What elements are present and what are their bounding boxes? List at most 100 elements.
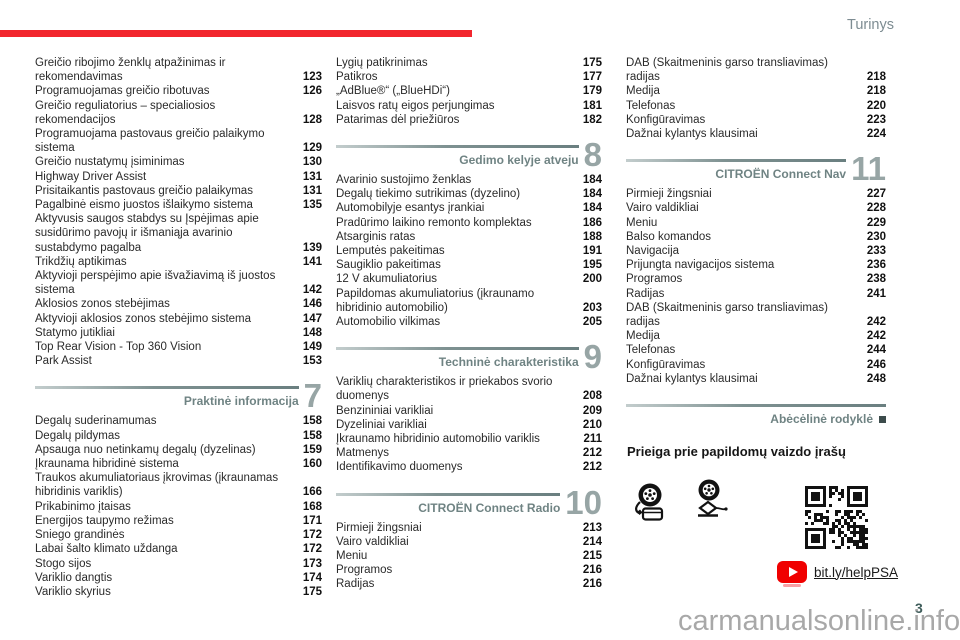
toc-entry: Telefonas 244 <box>626 343 886 357</box>
section-rule <box>626 404 886 408</box>
toc-entry: Aktyvioji aklosios zonos stebėjimo siste… <box>35 312 322 326</box>
toc-entry-label: Programuojamas greičio ribotuvas <box>35 85 210 98</box>
toc-entry-label: DAB (Skaitmeninis garso transliavimas) r… <box>626 301 828 329</box>
chapter-section-header: CITROËN Connect Nav 11 <box>626 150 886 188</box>
toc-entry-page: 218 <box>866 71 886 84</box>
toc-entry: DAB (Skaitmeninis garso transliavimas) r… <box>626 56 886 84</box>
toc-entry-label: Dyzeliniai varikliai <box>336 418 427 431</box>
toc-entry: Greičio reguliatorius – specialiosios re… <box>35 99 322 127</box>
toc-entry-label: Variklio skyrius <box>35 585 111 598</box>
toc-entry: Medija 218 <box>626 84 886 98</box>
toc-entry-page: 223 <box>866 113 886 126</box>
toc-entry-page: 224 <box>866 128 886 141</box>
toc-entry-page: 238 <box>866 273 886 286</box>
toc-entry-page: 195 <box>582 259 602 272</box>
toc-entry-label: Medija <box>626 330 660 343</box>
chapter-number: 11 <box>851 150 886 188</box>
toc-entry-page: 139 <box>302 241 322 254</box>
toc-entry-page: 182 <box>582 113 602 126</box>
toc-entry-page: 230 <box>866 230 886 243</box>
toc-entry-label: Pagalbinė eismo juostos išlaikymo sistem… <box>35 199 253 212</box>
toc-entry: Lemputės pakeitimas 191 <box>336 244 602 258</box>
toc-entry-label: Patarimas dėl priežiūros <box>336 113 460 126</box>
toc-entry: Highway Driver Assist 131 <box>35 170 322 184</box>
toc-entry-page: 129 <box>302 142 322 155</box>
toc-entry-label: Labai šalto klimato uždanga <box>35 543 178 556</box>
toc-entry: Meniu 229 <box>626 216 886 230</box>
toc-entry-page: 173 <box>302 557 322 570</box>
toc-entry-page: 205 <box>582 316 602 329</box>
toc-entry: Navigacija 233 <box>626 244 886 258</box>
toc-entry-page: 229 <box>866 216 886 229</box>
toc-entry-label: Automobilio vilkimas <box>336 316 441 329</box>
toc-entry-page: 172 <box>302 529 322 542</box>
toc-entry-label: Degalų tiekimo sutrikimas (dyzelino) <box>336 188 521 201</box>
accent-bar <box>0 30 472 37</box>
toc-entry-page: 242 <box>866 330 886 343</box>
toc-entry-page: 131 <box>302 170 322 183</box>
toc-entry-page: 218 <box>866 85 886 98</box>
toc-entry-label: Patikros <box>336 71 378 84</box>
toc-entry-page: 242 <box>866 316 886 329</box>
scissor-jack-icon <box>688 479 736 529</box>
toc-entry-label: DAB (Skaitmeninis garso transliavimas) r… <box>626 57 828 84</box>
toc-entry-page: 159 <box>302 443 322 456</box>
toc-entry: Matmenys 212 <box>336 446 602 460</box>
toc-entry: Identifikavimo duomenys 212 <box>336 460 602 474</box>
toc-entry: Telefonas 220 <box>626 99 886 113</box>
toc-entry: Aklosios zonos stebėjimas 146 <box>35 297 322 311</box>
toc-entry-label: „AdBlue®“ („BlueHDi“) <box>336 85 450 98</box>
toc-entry: Įkraunamo hibridinio automobilio varikli… <box>336 432 602 446</box>
toc-entry-label: Balso komandos <box>626 230 712 243</box>
toc-entry-label: Aklosios zonos stebėjimas <box>35 298 170 311</box>
toc-entry: Radijas 241 <box>626 287 886 301</box>
toc-entry: Atsarginis ratas 188 <box>336 230 602 244</box>
toc-entry-label: Vairo valdikliai <box>336 535 409 548</box>
toc-entry-page: 188 <box>582 230 602 243</box>
toc-entry-label: Programos <box>626 273 683 286</box>
toc-entry: Dyzeliniai varikliai 210 <box>336 418 602 432</box>
toc-entry-page: 142 <box>302 284 322 297</box>
toc-entry-page: 131 <box>302 184 322 197</box>
toc-entry-label: Meniu <box>626 216 658 229</box>
toc-entry-label: Degalų pildymas <box>35 429 121 442</box>
toc-entry-label: Lemputės pakeitimas <box>336 245 445 258</box>
toc-entry-page: 158 <box>302 429 322 442</box>
toc-entry-label: Aktyvioji perspėjimo apie išvažiavimą iš… <box>35 270 276 297</box>
toc-entry-label: Navigacija <box>626 245 680 258</box>
toc-entry-page: 135 <box>302 199 322 212</box>
toc-entry: Laisvos ratų eigos perjungimas 181 <box>336 99 602 113</box>
toc-entry-page: 158 <box>302 415 322 428</box>
toc-entry: Programos 216 <box>336 563 602 577</box>
toc-entry-label: Pradūrimo laikino remonto komplektas <box>336 216 532 229</box>
toc-entry: Benzininiai varikliai 209 <box>336 404 602 418</box>
toc-entry: Degalų suderinamumas 158 <box>35 414 322 428</box>
toc-entry-label: Medija <box>626 85 660 98</box>
toc-entry-page: 191 <box>582 245 602 258</box>
video-link[interactable]: bit.ly/helpPSA <box>814 564 899 580</box>
chapter-title: CITROËN Connect Radio <box>418 500 561 515</box>
toc-entry: Variklio dangtis 174 <box>35 571 322 585</box>
toc-entry-page: 186 <box>582 216 602 229</box>
toc-entry-label: Saugiklio pakeitimas <box>336 259 441 272</box>
toc-entry-page: 175 <box>302 585 322 598</box>
toc-entry-page: 147 <box>302 312 322 325</box>
toc-entry: Sniego grandinės 172 <box>35 528 322 542</box>
toc-entry-label: Vairo valdikliai <box>626 202 699 215</box>
toc-entry: Patarimas dėl priežiūros 182 <box>336 113 602 127</box>
toc-entry-page: 209 <box>582 404 602 417</box>
toc-entry: Prijungta navigacijos sistema 236 <box>626 258 886 272</box>
toc-entry-label: Greičio ribojimo ženklų atpažinimas ir r… <box>35 57 226 84</box>
toc-entry-page: 244 <box>866 344 886 357</box>
toc-entry-page: 236 <box>866 259 886 272</box>
toc-entry: Vairo valdikliai 228 <box>626 201 886 215</box>
toc-entry-label: Programuojama pastovaus greičio palaikym… <box>35 128 265 155</box>
youtube-play-icon[interactable] <box>777 561 807 587</box>
toc-entry-page: 174 <box>302 571 322 584</box>
toc-entry-page: 216 <box>582 564 602 577</box>
toc-entry-page: 175 <box>582 57 602 69</box>
toc-entry-label: Įkraunama hibridinė sistema <box>35 458 179 471</box>
chapter-number: 9 <box>583 338 602 376</box>
toc-entry-page: 153 <box>302 355 322 368</box>
toc-entry-label: Programos <box>336 564 393 577</box>
